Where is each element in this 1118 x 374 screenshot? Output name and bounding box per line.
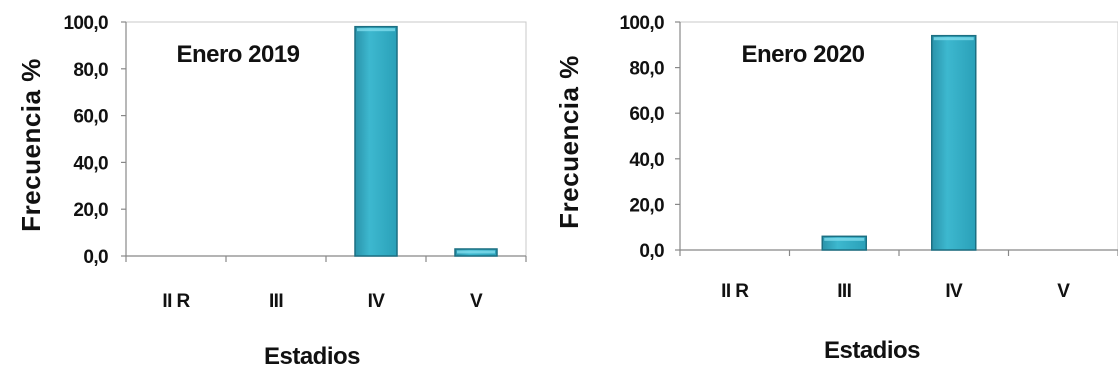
- x-axis-title: Estadios: [264, 343, 360, 370]
- y-tick-label: 40,0: [629, 150, 664, 171]
- x-category-label: V: [470, 291, 483, 312]
- x-category-label: III: [837, 281, 851, 302]
- bar-highlight: [933, 37, 974, 41]
- x-category-label: IV: [945, 281, 963, 302]
- chart-title: Enero 2020: [741, 41, 864, 68]
- chart-enero-2020: 0,0 20,0 40,0 60,0 80,0 100,0 II R III IV V Enero …: [554, 13, 1118, 364]
- y-axis-title: Frecuencia %: [16, 58, 46, 232]
- bar-iv: [354, 25, 398, 257]
- y-tick-label: 0,0: [83, 247, 108, 268]
- y-tick-label: 80,0: [629, 59, 664, 80]
- y-tick-label: 0,0: [639, 241, 664, 262]
- y-axis-title: Frecuencia %: [554, 55, 584, 229]
- y-tick-label: 20,0: [73, 200, 108, 221]
- y-tick-label: 60,0: [629, 104, 664, 125]
- bar-highlight: [357, 28, 395, 32]
- y-tick-label: 20,0: [629, 195, 664, 216]
- chart-enero-2019: 0,0 20,0 40,0 60,0 80,0 100,0 II R III IV V Enero …: [16, 13, 527, 370]
- bar-highlight: [824, 237, 865, 241]
- x-category-label: V: [1057, 281, 1070, 302]
- y-tick-label: 60,0: [73, 107, 108, 128]
- x-category-label: II R: [721, 281, 749, 302]
- x-category-label: III: [269, 291, 283, 312]
- y-tick-label: 100,0: [619, 13, 664, 34]
- bar-highlight: [457, 250, 495, 254]
- x-axis-title: Estadios: [824, 337, 920, 364]
- y-tick-label: 100,0: [63, 13, 108, 34]
- bar-iv: [931, 34, 977, 251]
- x-category-label: II R: [162, 291, 190, 312]
- chart-title: Enero 2019: [176, 41, 299, 68]
- x-category-label: IV: [368, 291, 386, 312]
- y-tick-label: 40,0: [73, 153, 108, 174]
- y-tick-label: 80,0: [73, 60, 108, 81]
